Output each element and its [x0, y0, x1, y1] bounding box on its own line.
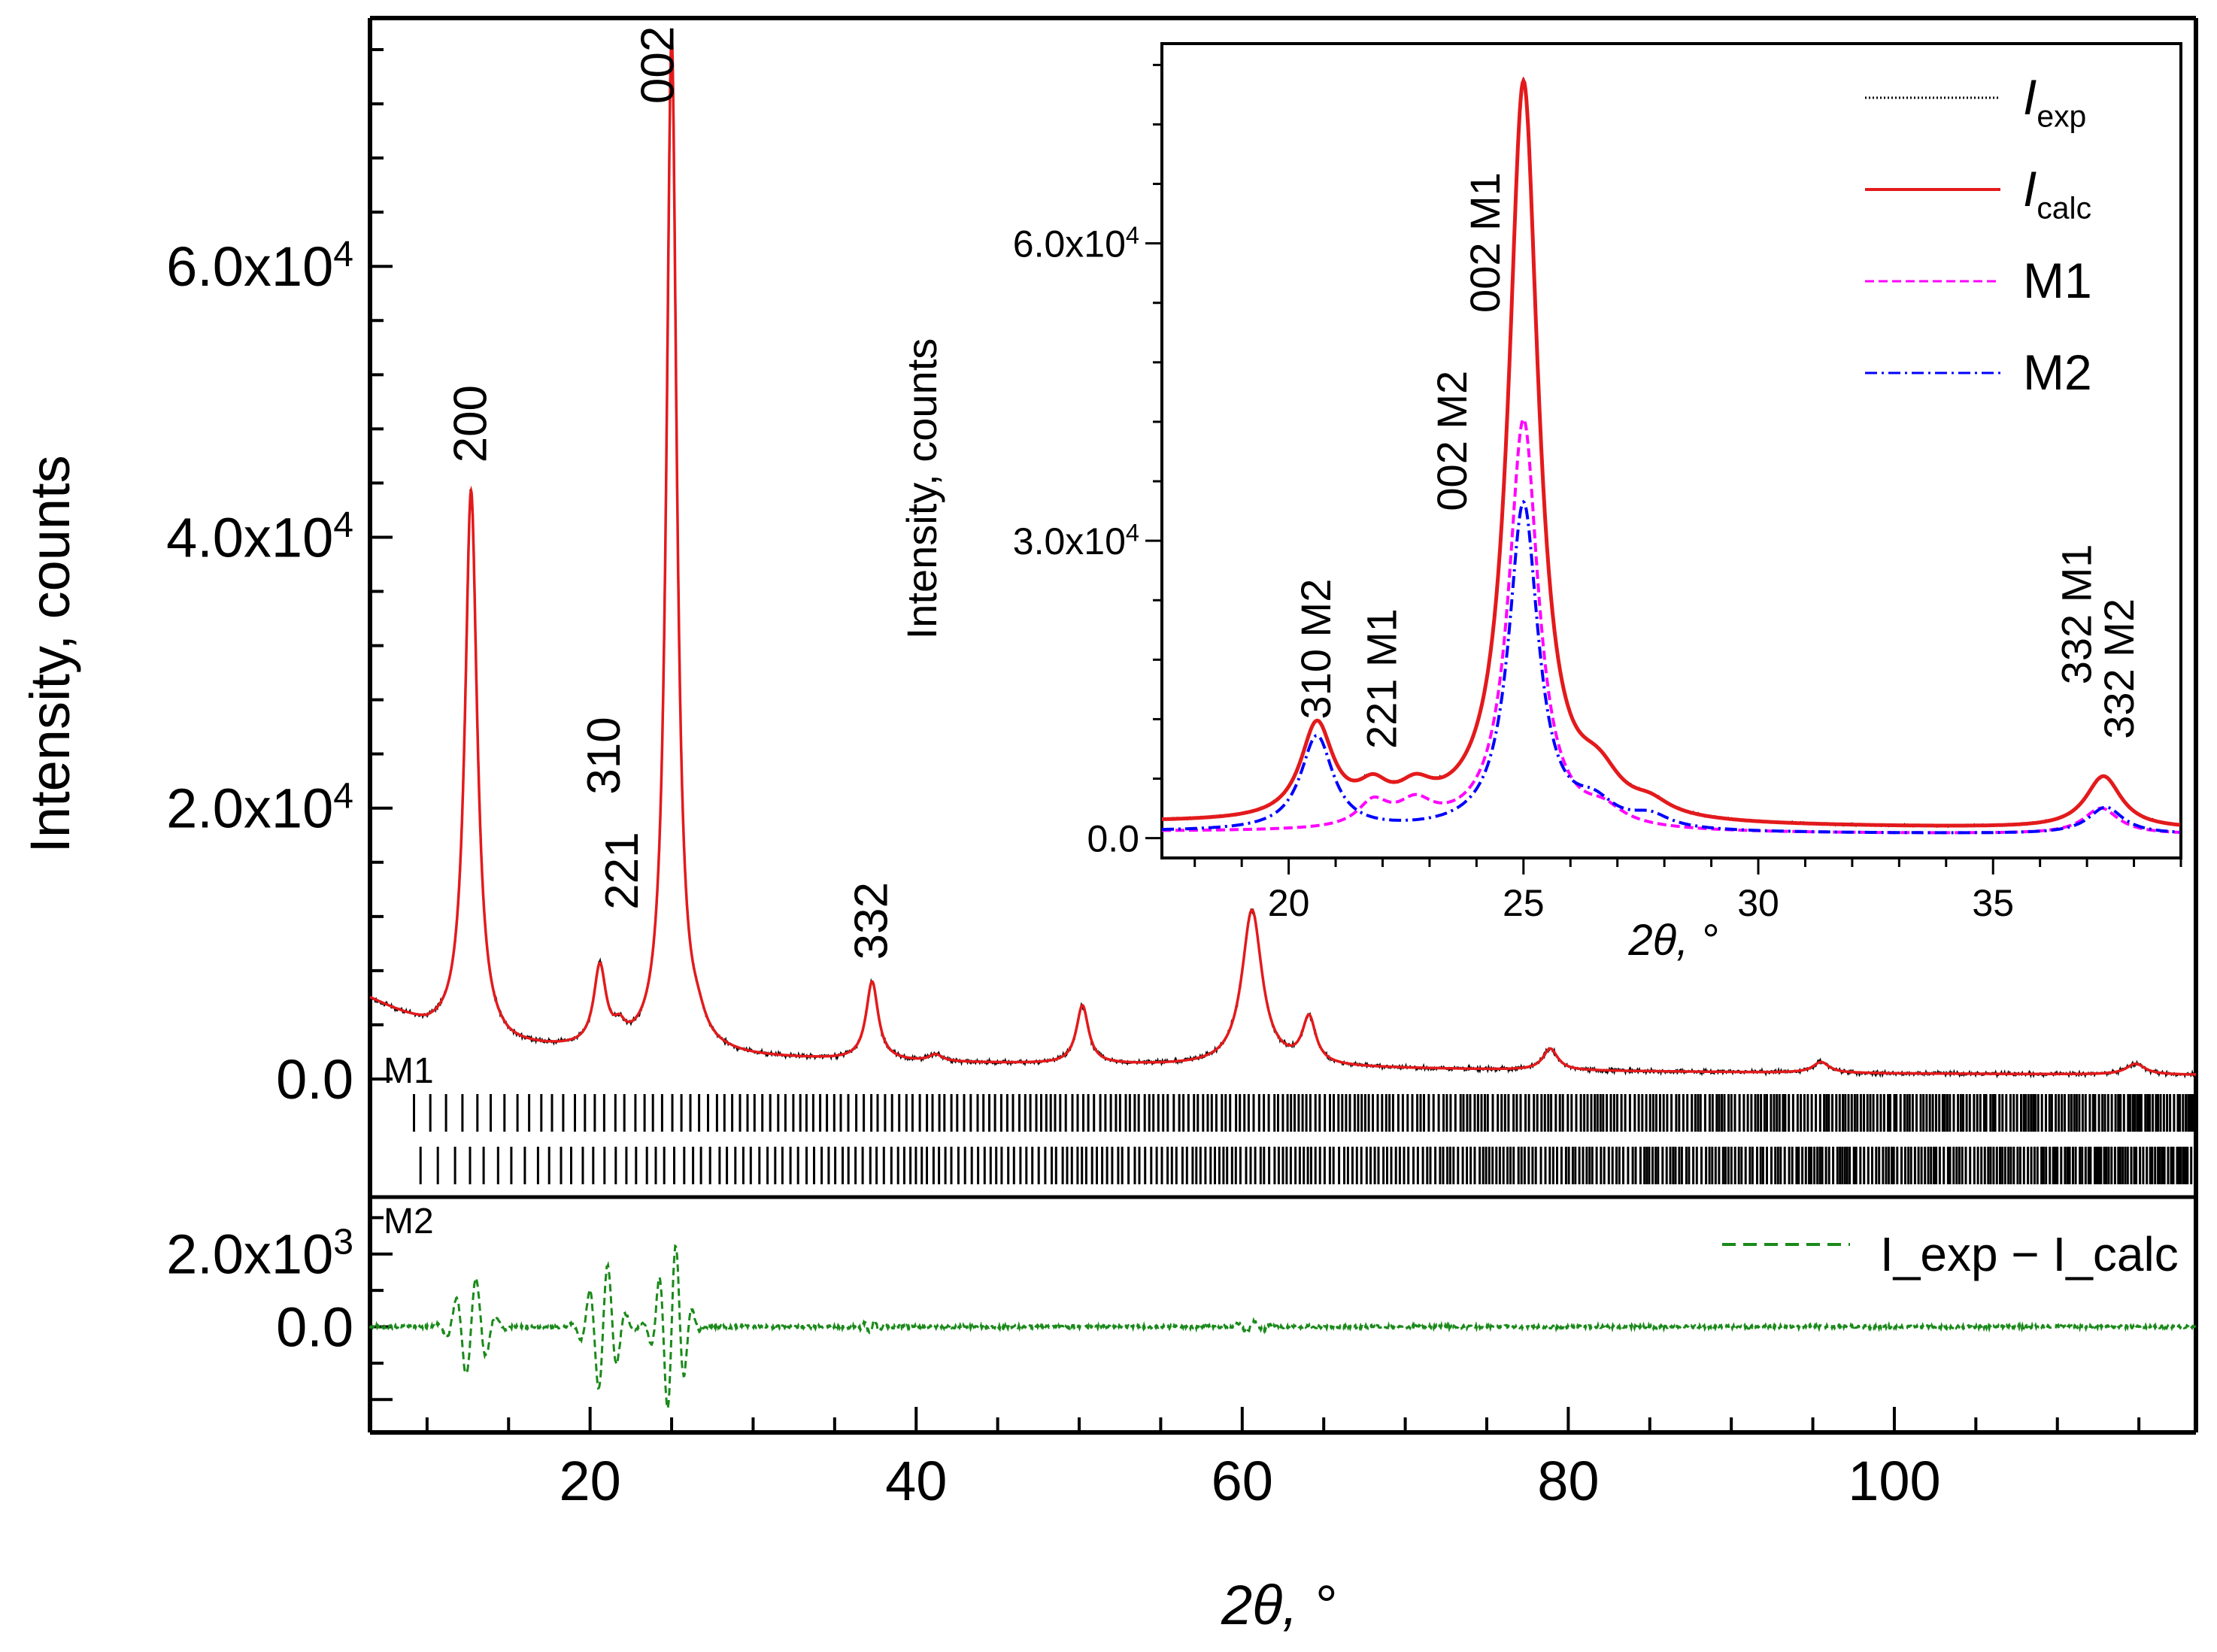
- inset-y-tick-label: 0.0: [1087, 818, 1139, 860]
- inset-axis-ticks: [1145, 63, 2182, 874]
- difference-legend: I_exp − I_calc: [1722, 1227, 2179, 1281]
- main-x-tick-label: 60: [1212, 1450, 1273, 1512]
- inset-x-tick-label: 35: [1972, 882, 2014, 924]
- inset-legend: Iexp Icalc M1 M2: [1865, 69, 2092, 400]
- peak-label-200: 200: [444, 385, 496, 462]
- inset-x-tick-labels: 20 25 30 35: [1268, 882, 2014, 924]
- series-difference: [368, 1244, 2197, 1413]
- main-x-tick-label: 40: [885, 1450, 947, 1512]
- inset-peak-label: 002 M1: [1461, 172, 1509, 313]
- main-x-tick-label: 20: [560, 1450, 621, 1512]
- main-x-tick-label: 80: [1537, 1450, 1599, 1512]
- inset-backdrop: [1160, 42, 2182, 859]
- inset-peak-label: 221 M1: [1357, 608, 1405, 749]
- inset-y-tick-label: 6.0x104: [1013, 222, 1139, 265]
- diff-y-tick-label: 2.0x103: [166, 1221, 353, 1285]
- inset-x-axis-label: 2θ, °: [1627, 916, 1718, 965]
- main-x-tick-labels: 20 40 60 80 100: [560, 1450, 1941, 1512]
- inset-y-tick-labels: 0.0 3.0x104 6.0x104: [1013, 222, 1139, 860]
- phase-label-m1: M1: [384, 1051, 434, 1091]
- phase-label-m2: M2: [384, 1202, 434, 1241]
- main-x-tick-label: 100: [1848, 1450, 1940, 1512]
- inset-chart: 0.0 3.0x104 6.0x104 20 25 30 35 Intensity, co…: [898, 42, 2182, 965]
- main-y-tick-label: 4.0x104: [166, 505, 353, 568]
- inset-x-tick-label: 30: [1737, 882, 1779, 924]
- inset-series-i-calc: [1162, 76, 2180, 828]
- inset-peak-label: 002 M2: [1428, 371, 1475, 511]
- main-peak-labels: 200 310 221 002 332: [444, 26, 897, 960]
- inset-series-m2: [1162, 499, 2180, 835]
- main-axis-ticks: [370, 48, 2141, 1432]
- inset-y-tick-label: 3.0x104: [1013, 519, 1139, 562]
- inset-peak-label: 332 M1: [2053, 544, 2100, 685]
- diff-y-tick-labels: 0.0 2.0x103: [166, 1221, 353, 1358]
- inset-legend-label: Iexp: [2023, 69, 2086, 133]
- reflection-ticks-M1: [413, 1094, 2196, 1132]
- inset-legend-label: M2: [2023, 344, 2092, 400]
- peak-label-002: 002: [632, 26, 684, 104]
- difference-plot-area: [368, 1244, 2197, 1413]
- reflection-ticks-M2: [419, 1147, 2197, 1184]
- main-x-axis-label: 2θ, °: [1221, 1574, 1336, 1636]
- inset-y-axis-label: Intensity, counts: [898, 338, 945, 640]
- inset-peak-label: 310 M2: [1292, 579, 1339, 720]
- main-y-tick-label: 2.0x104: [166, 775, 353, 839]
- inset-x-tick-label: 20: [1268, 882, 1310, 924]
- inset-peak-label: 332 M2: [2095, 599, 2143, 739]
- inset-legend-label: M1: [2023, 253, 2092, 308]
- main-y-tick-labels: 0.0 2.0x104 4.0x104 6.0x104: [166, 234, 353, 1111]
- peak-label-310: 310: [578, 717, 630, 794]
- difference-legend-label: I_exp − I_calc: [1880, 1227, 2179, 1281]
- inset-x-tick-label: 25: [1503, 882, 1545, 924]
- inset-legend-label: Icalc: [2023, 161, 2091, 225]
- peak-label-332: 332: [846, 882, 898, 959]
- reflection-ticks: [413, 1094, 2197, 1184]
- main-y-axis-label: Intensity, counts: [19, 455, 81, 853]
- peak-label-221: 221: [596, 832, 648, 909]
- main-y-tick-label: 6.0x104: [166, 234, 353, 298]
- diff-y-tick-label: 0.0: [276, 1296, 353, 1359]
- series-i-calc: [369, 35, 2196, 1076]
- inset-plot-area: [1160, 76, 2181, 835]
- main-plot-area: [368, 35, 2197, 1080]
- main-y-tick-label: 0.0: [276, 1048, 353, 1111]
